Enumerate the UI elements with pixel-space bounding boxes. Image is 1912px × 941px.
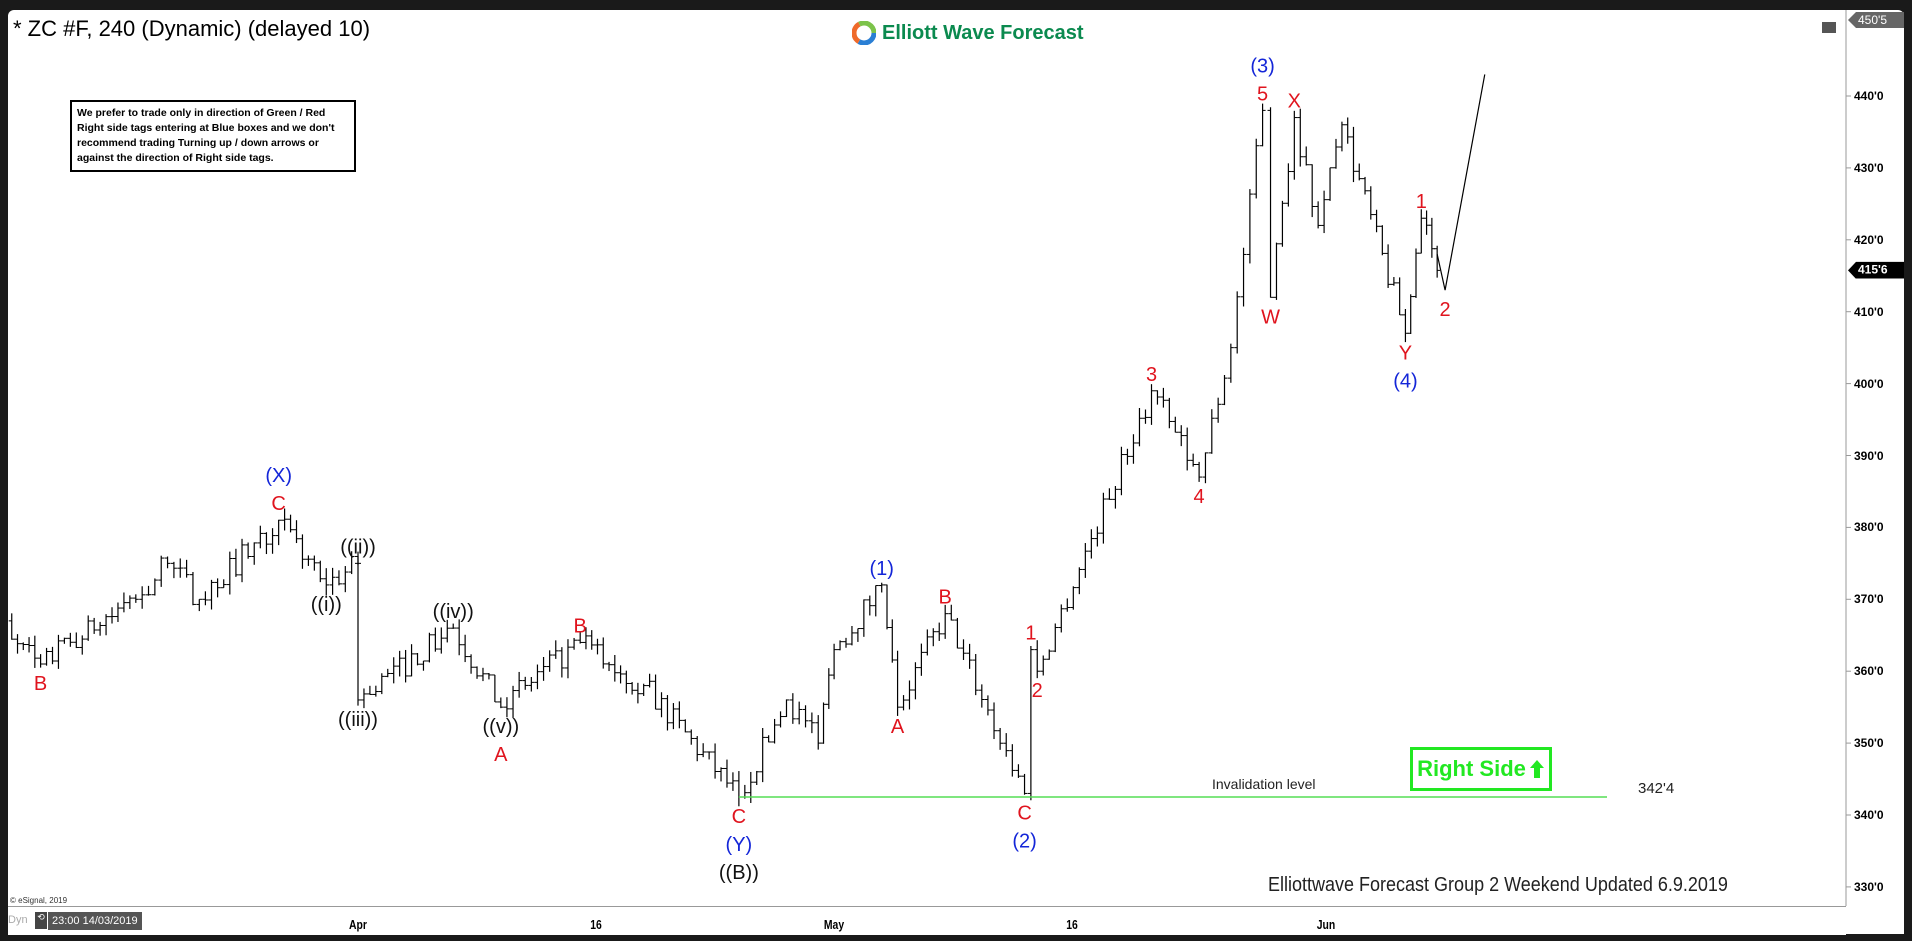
logo: Elliott Wave Forecast bbox=[852, 21, 1084, 45]
wave-label: (3) bbox=[1250, 55, 1274, 77]
y-tick-label: 340'0 bbox=[1854, 808, 1884, 822]
right-side-tag: Right Side bbox=[1410, 747, 1552, 791]
y-tick-label: 400'0 bbox=[1854, 376, 1884, 391]
wave-label: C bbox=[271, 493, 285, 515]
wave-label: 2 bbox=[1032, 680, 1043, 702]
wave-label: ((iii)) bbox=[338, 709, 378, 731]
wave-label: ((ii)) bbox=[340, 536, 376, 558]
logo-text: Elliott Wave Forecast bbox=[882, 21, 1084, 44]
wave-label: (4) bbox=[1393, 370, 1417, 392]
wave-label: 5 bbox=[1257, 83, 1268, 105]
dyn-label: Dyn bbox=[8, 914, 28, 926]
x-tick-label: Apr bbox=[349, 917, 367, 932]
wave-label: (Y) bbox=[726, 834, 753, 856]
arrow-up-icon bbox=[1529, 760, 1544, 778]
wave-label: (1) bbox=[869, 558, 893, 580]
wave-label: X bbox=[1288, 91, 1301, 113]
wave-label: B bbox=[939, 587, 952, 609]
y-tick-label: 360'0 bbox=[1854, 664, 1884, 679]
wave-label: (2) bbox=[1012, 830, 1036, 852]
wave-label: B bbox=[34, 673, 47, 695]
wave-label: (X) bbox=[265, 465, 292, 487]
y-tick-label: 390'0 bbox=[1854, 448, 1884, 463]
dynamic-icon[interactable]: ⟲ bbox=[35, 912, 47, 929]
copyright: © eSignal, 2019 bbox=[10, 896, 68, 905]
trading-note: We prefer to trade only in direction of … bbox=[70, 100, 356, 172]
wave-label: A bbox=[891, 716, 905, 738]
footer-text: Elliottwave Forecast Group 2 Weekend Upd… bbox=[1268, 874, 1728, 896]
wave-label: 4 bbox=[1194, 486, 1205, 508]
wave-label: 3 bbox=[1146, 364, 1157, 386]
invalidation-label: Invalidation level bbox=[1212, 776, 1316, 792]
wave-label: A bbox=[494, 744, 508, 766]
time-axis[interactable]: Apr 16 May 16 Jun bbox=[8, 906, 1846, 935]
wave-label: 1 bbox=[1025, 623, 1036, 645]
chart-title: * ZC #F, 240 (Dynamic) (delayed 10) bbox=[13, 16, 371, 41]
wave-label: ((i)) bbox=[311, 594, 342, 616]
y-tick-label: 380'0 bbox=[1854, 520, 1884, 535]
x-tick-label: 16 bbox=[590, 917, 602, 932]
wave-label: ((B)) bbox=[719, 862, 759, 884]
x-tick-label: May bbox=[823, 917, 845, 932]
wave-label: ((iv)) bbox=[433, 601, 474, 623]
projection-line bbox=[1436, 74, 1486, 291]
invalidation-value: 342'4 bbox=[1638, 780, 1675, 797]
last-price-tag: 415'6 bbox=[1848, 261, 1904, 279]
logo-icon bbox=[852, 21, 876, 45]
wave-label: C bbox=[732, 806, 746, 828]
y-tick-label: 370'0 bbox=[1854, 592, 1884, 607]
y-tick-label: 330'0 bbox=[1854, 879, 1884, 894]
x-tick-label: Jun bbox=[1316, 917, 1336, 932]
cursor-time: 23:00 14/03/2019 bbox=[48, 912, 142, 930]
y-tick-label: 420'0 bbox=[1854, 232, 1884, 247]
wave-label: 1 bbox=[1416, 191, 1427, 213]
wave-label: 2 bbox=[1440, 299, 1451, 321]
top-price-tag: 450'5 bbox=[1848, 12, 1904, 28]
wave-label: W bbox=[1261, 306, 1280, 328]
y-tick-label: 440'0 bbox=[1854, 89, 1884, 103]
wave-label: Y bbox=[1399, 342, 1412, 364]
wave-label: ((v)) bbox=[483, 716, 520, 738]
y-tick-label: 350'0 bbox=[1854, 736, 1884, 751]
wave-label: B bbox=[574, 615, 587, 637]
restore-window-icon[interactable] bbox=[1822, 22, 1836, 33]
wave-label: C bbox=[1017, 802, 1031, 824]
right-side-label: Right Side bbox=[1417, 756, 1526, 781]
y-tick-label: 410'0 bbox=[1854, 304, 1884, 319]
y-tick-label: 430'0 bbox=[1854, 160, 1884, 175]
x-tick-label: 16 bbox=[1066, 917, 1078, 932]
